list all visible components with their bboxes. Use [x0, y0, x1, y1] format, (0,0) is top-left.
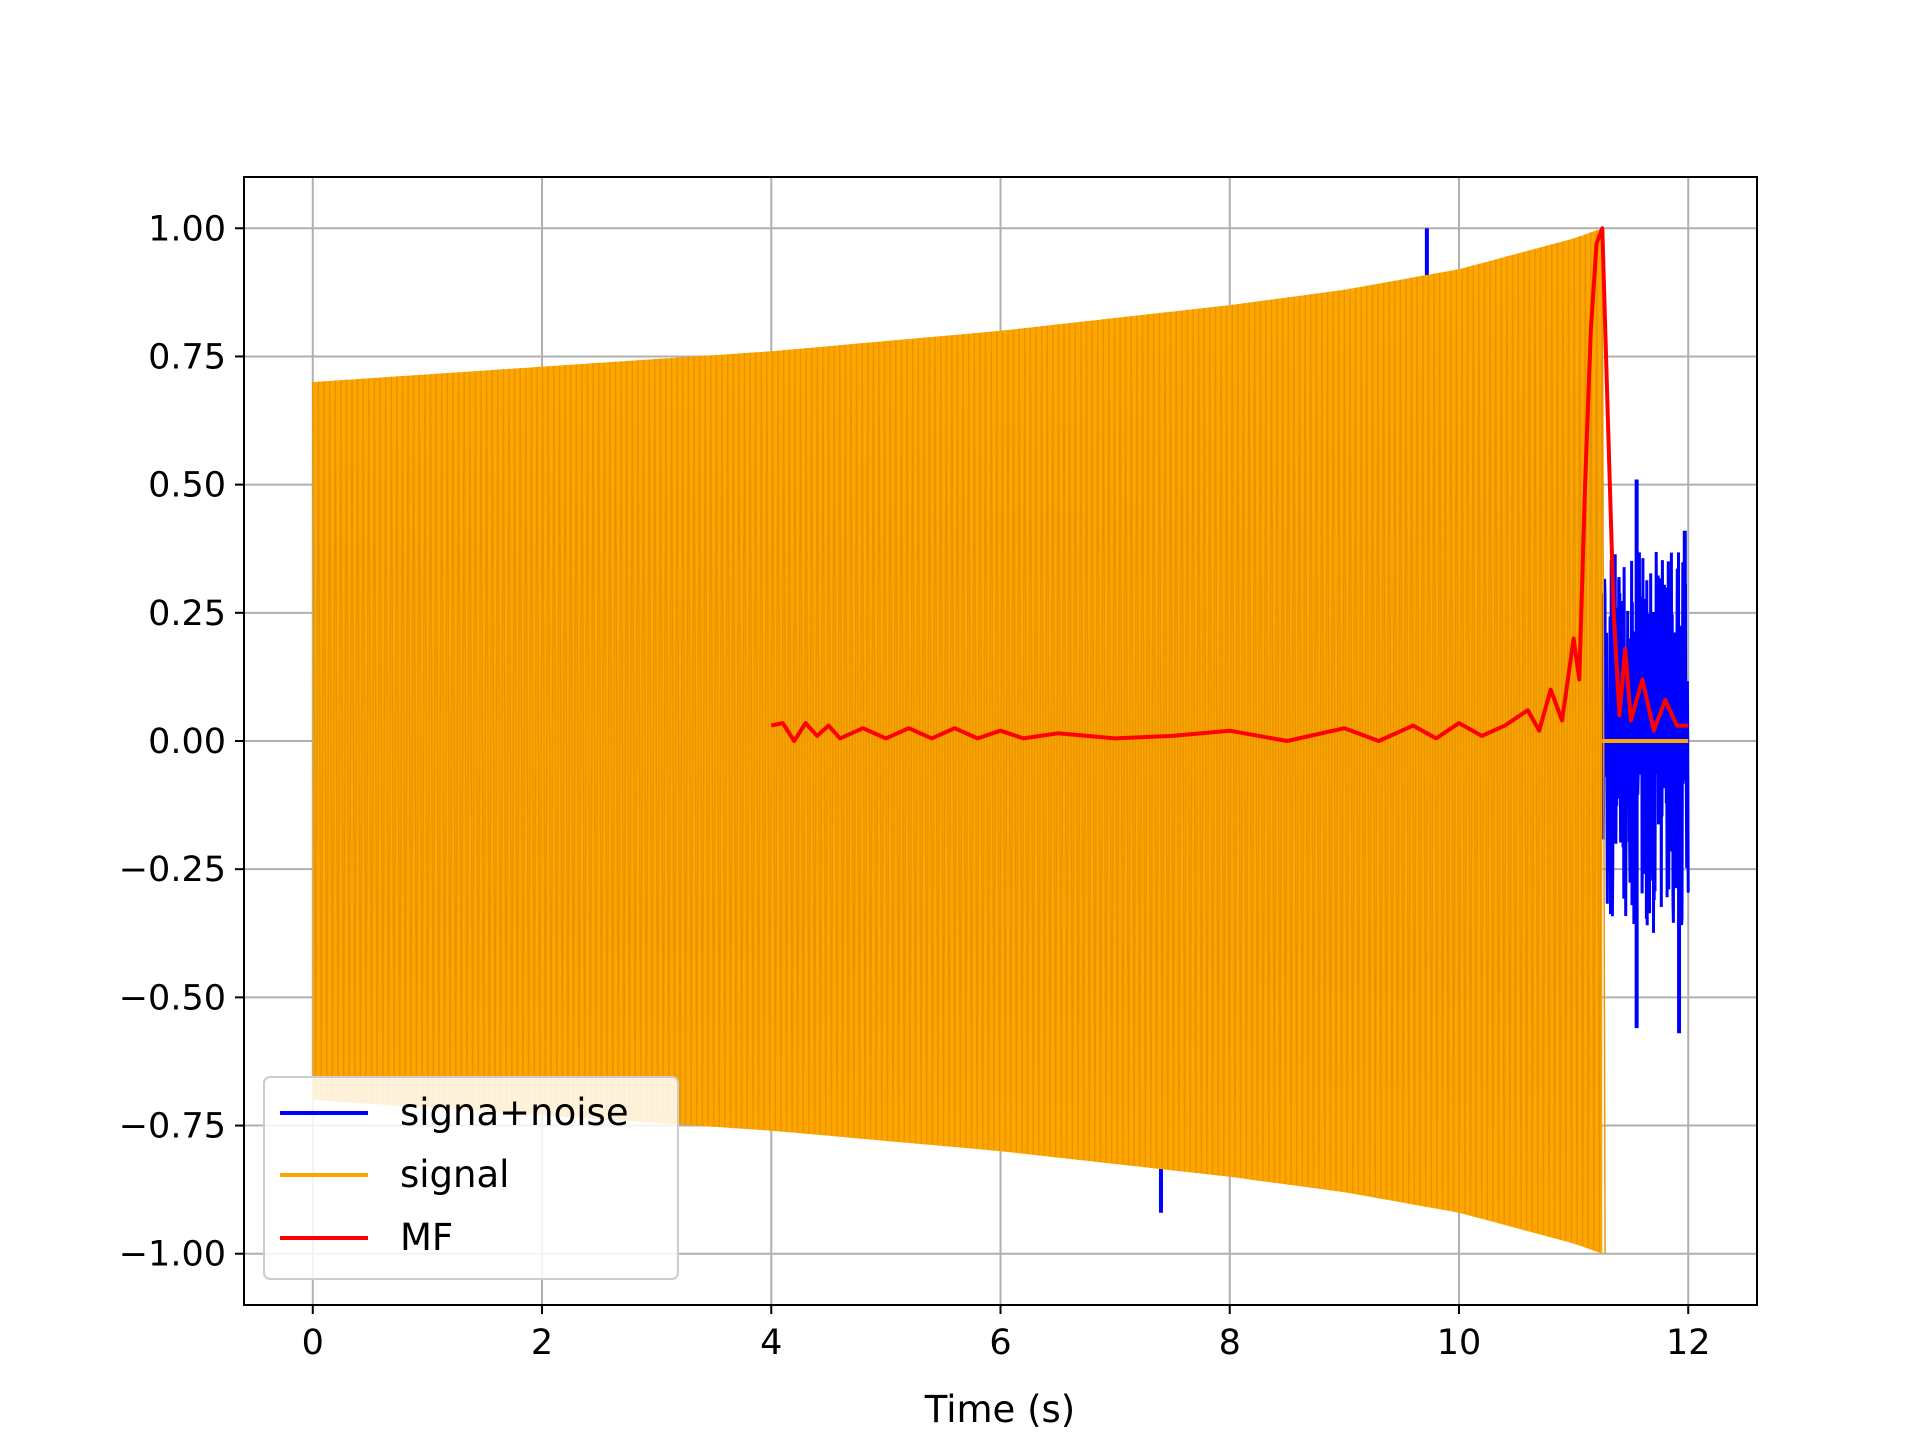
x-tick-label: 12: [1666, 1323, 1711, 1363]
y-tick-label: 0.75: [148, 337, 226, 377]
plot-area: [312, 226, 1690, 1254]
y-tick-label: 0.50: [148, 466, 226, 506]
legend-box: [263, 1076, 679, 1280]
y-tick-label: 1.00: [148, 209, 226, 249]
noise-trace: [1600, 551, 1690, 933]
y-tick-label: 0.25: [148, 594, 226, 634]
y-tick-label: 0.00: [148, 722, 226, 762]
x-tick-label: 4: [760, 1323, 782, 1363]
series-mf: [770, 226, 1689, 743]
x-tick-label: 8: [1219, 1323, 1241, 1363]
legend: signa+noise signal MF: [263, 1076, 679, 1280]
x-tick-label: 10: [1437, 1323, 1482, 1363]
signal-oscillation: [312, 228, 1606, 1254]
x-axis: 0 2 4 6 8 10 12: [302, 1305, 1711, 1363]
x-axis-label: Time (s): [924, 1388, 1075, 1431]
x-tick-label: 6: [989, 1323, 1011, 1363]
series-signal: [312, 228, 1689, 1254]
legend-label-mf: MF: [400, 1216, 453, 1259]
y-tick-label: −0.75: [119, 1107, 226, 1147]
y-tick-label: −0.50: [119, 978, 226, 1018]
y-axis: 1.00 0.75 0.50 0.25 0.00 −0.25 −0.50 −0.75 −1.00: [119, 209, 244, 1275]
x-tick-label: 0: [302, 1323, 324, 1363]
mf-line: [770, 226, 1689, 743]
legend-label-signal: signal: [400, 1153, 509, 1196]
y-tick-label: −0.25: [119, 850, 226, 890]
legend-label-signal-noise: signa+noise: [400, 1091, 629, 1134]
y-tick-label: −1.00: [119, 1235, 226, 1275]
x-tick-label: 2: [531, 1323, 553, 1363]
